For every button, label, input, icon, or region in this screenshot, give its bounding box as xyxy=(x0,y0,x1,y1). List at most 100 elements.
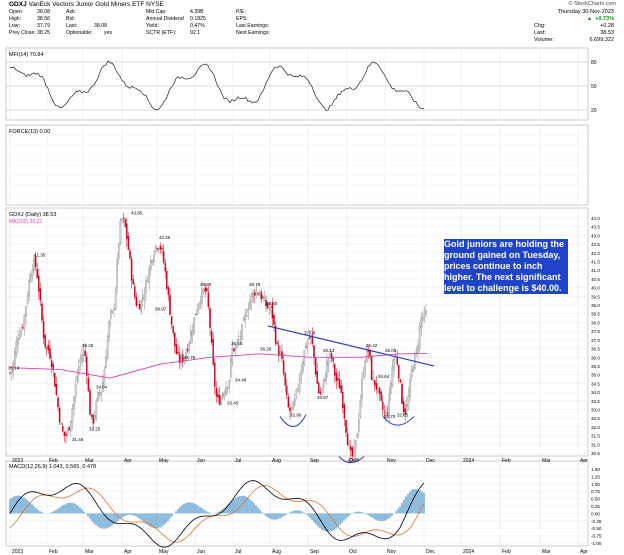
candle-body xyxy=(26,295,29,304)
candle-body xyxy=(228,380,230,389)
candle-body xyxy=(113,308,115,310)
macd-histogram-bar xyxy=(403,499,405,514)
etf-name: VanEck Vectors Junior Gold Miners ETF xyxy=(28,1,145,8)
candle-body xyxy=(90,414,93,417)
macd-histogram-bar xyxy=(181,505,183,514)
candle-body xyxy=(28,279,30,297)
macd-tick-label: -0.25 xyxy=(591,519,602,524)
candle-body xyxy=(102,382,104,392)
macd-histogram-bar xyxy=(423,492,425,514)
candle-body xyxy=(316,371,318,384)
candle-body xyxy=(17,338,19,345)
candle-body xyxy=(122,217,125,219)
candle-body xyxy=(254,292,256,296)
candle-body xyxy=(375,383,378,390)
candle-body xyxy=(422,317,424,321)
candle-body xyxy=(186,349,189,352)
macd-histogram-bar xyxy=(345,513,347,519)
price-swing-label: 33.45 xyxy=(227,400,239,405)
candle-body xyxy=(378,387,381,394)
price-label: GDXJ (Daily) 38.53 xyxy=(9,212,56,218)
macd-histogram-bar xyxy=(11,497,13,514)
candle-body xyxy=(321,388,323,391)
candle-body xyxy=(335,372,338,382)
x-tick-label: Nov xyxy=(387,458,396,464)
price-tick-label: 31.0 xyxy=(591,442,600,447)
macd-histogram-bar xyxy=(35,508,37,514)
price-swing-label: 35.14 xyxy=(8,365,20,370)
macd-tick-label: 0.00 xyxy=(591,511,600,516)
candle-body xyxy=(132,279,134,285)
macd-histogram-bar xyxy=(375,513,377,520)
x-tick-label: Apr xyxy=(124,549,132,555)
macd-histogram-bar xyxy=(31,504,33,514)
candle-body xyxy=(356,433,358,439)
mfi-tick-label: 50 xyxy=(591,84,597,90)
candle-body xyxy=(394,354,397,357)
macd-histogram-bar xyxy=(37,509,39,514)
candle-body xyxy=(305,346,307,348)
candle-body xyxy=(188,342,190,349)
candle-body xyxy=(300,370,302,380)
candle-body xyxy=(295,389,298,397)
candle-body xyxy=(167,287,170,295)
macd-histogram-bar xyxy=(85,513,87,514)
price-tick-label: 42.5 xyxy=(591,242,600,247)
x-tick-label: Sep xyxy=(310,458,319,464)
chart-title: GDXJ VanEck Vectors Junior Gold Miners E… xyxy=(9,1,164,8)
candle-body xyxy=(417,345,419,354)
macd-histogram-bar xyxy=(251,500,253,514)
macd-histogram-bar xyxy=(103,513,105,529)
macd-histogram-bar xyxy=(223,508,225,514)
price-tick-label: 34.5 xyxy=(591,381,600,386)
macd-histogram-bar xyxy=(401,502,403,514)
candle-body xyxy=(25,306,27,317)
candle-body xyxy=(326,361,328,378)
macd-histogram-bar xyxy=(325,513,327,532)
macd-histogram-bar xyxy=(107,513,109,528)
candle-body xyxy=(15,341,18,355)
price-swing-label: 34.48 xyxy=(235,378,247,383)
candle-body xyxy=(138,304,141,310)
price-tick-label: 35.0 xyxy=(591,373,600,378)
candle-body xyxy=(174,332,176,347)
macd-histogram-bar xyxy=(301,511,303,514)
macd-histogram-bar xyxy=(363,512,365,514)
candle-body xyxy=(146,281,149,283)
candle-body xyxy=(121,219,123,221)
candle-body xyxy=(185,352,187,361)
candle-body xyxy=(398,365,400,379)
x-tick-label: May xyxy=(159,458,169,464)
candle-body xyxy=(425,310,427,315)
price-swing-label: 38.80 xyxy=(266,301,278,306)
macd-histogram-bar xyxy=(421,491,423,514)
macd-histogram-bar xyxy=(159,513,161,528)
price-tick-label: 34.0 xyxy=(591,390,600,395)
candle-body xyxy=(292,401,294,411)
macd-histogram-bar xyxy=(279,513,281,519)
candle-body xyxy=(287,396,290,408)
left-shoulder-arc xyxy=(279,414,307,427)
stats-col-1: Open: 38.08 High: 38.56 Low: 37.79 Prev Clo… xyxy=(9,9,50,36)
candle-body xyxy=(124,219,126,227)
price-swing-label: 31.46 xyxy=(72,437,84,442)
macd-histogram-bar xyxy=(413,489,415,514)
candle-body xyxy=(86,356,88,376)
candle-body xyxy=(382,401,384,411)
macd-histogram-bar xyxy=(163,513,165,525)
macd-histogram-bar xyxy=(27,500,29,514)
candle-body xyxy=(154,245,157,252)
candle-body xyxy=(178,354,181,363)
macd-histogram-bar xyxy=(249,499,251,514)
candle-body xyxy=(241,324,243,340)
macd-histogram-bar xyxy=(307,513,309,516)
candle-body xyxy=(338,379,341,389)
candle-body xyxy=(383,411,386,413)
macd-histogram-bar xyxy=(285,513,287,515)
macd-histogram-bar xyxy=(195,504,197,514)
macd-histogram-bar xyxy=(59,507,61,514)
price-tick-label: 37.0 xyxy=(591,338,600,343)
candle-body xyxy=(391,366,394,386)
candle-body xyxy=(366,347,368,363)
price-tick-label: 30.5 xyxy=(591,451,600,456)
